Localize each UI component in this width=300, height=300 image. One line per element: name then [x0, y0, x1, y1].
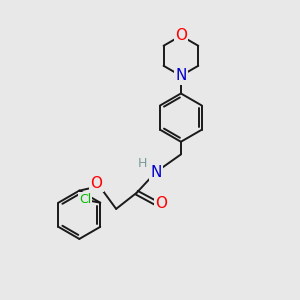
Text: O: O: [90, 176, 102, 191]
Text: O: O: [155, 196, 167, 211]
Text: N: N: [175, 68, 187, 83]
Text: N: N: [150, 165, 162, 180]
Text: H: H: [138, 157, 147, 170]
Text: O: O: [175, 28, 187, 43]
Text: Cl: Cl: [79, 193, 91, 206]
